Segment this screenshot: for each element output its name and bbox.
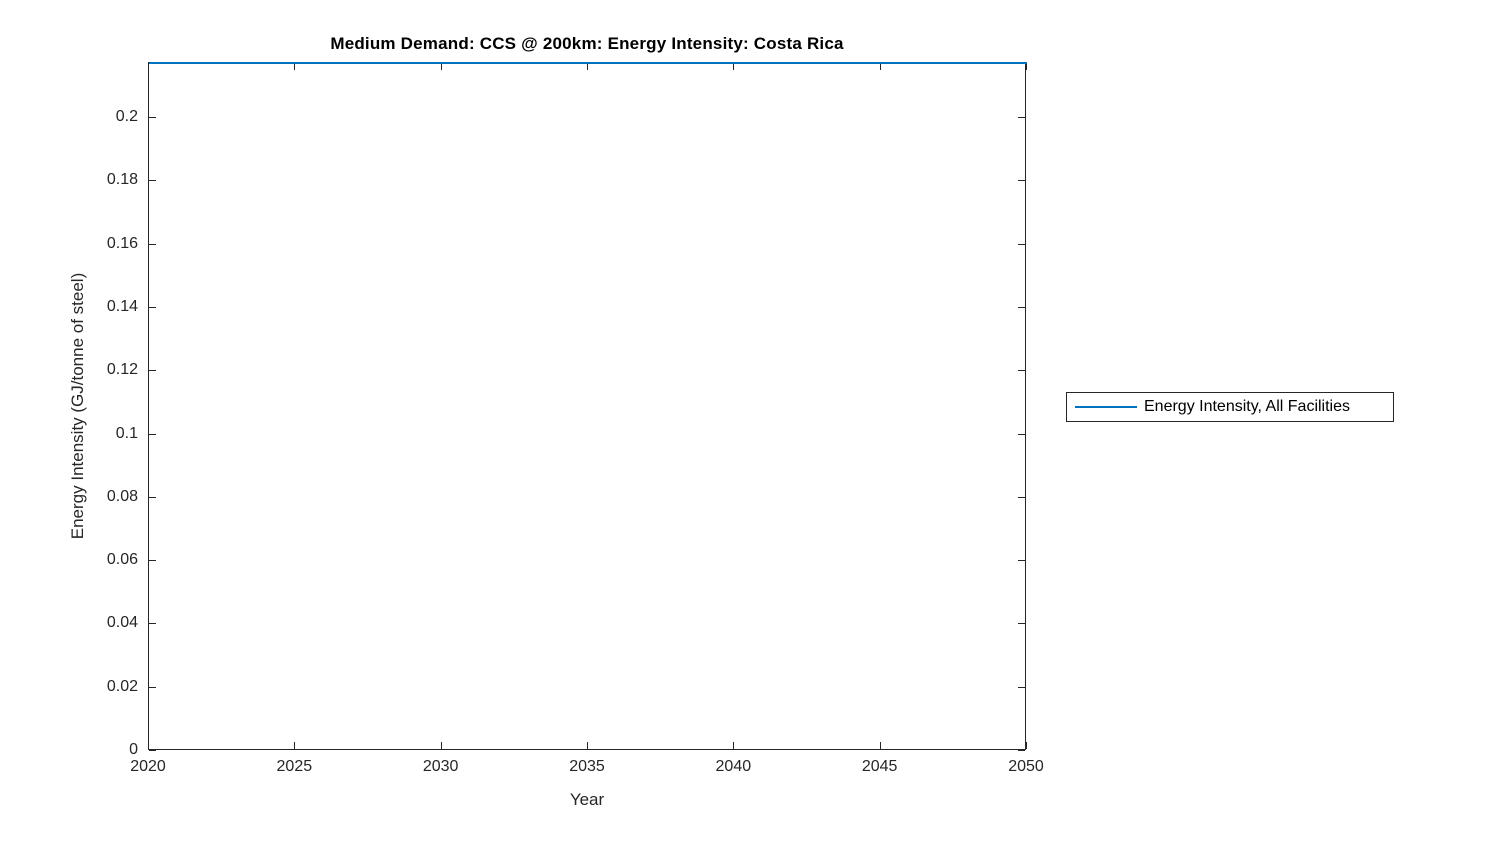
y-tick-label: 0.14 — [106, 297, 138, 315]
y-tick-label: 0.08 — [106, 487, 138, 505]
y-tick-mark-right — [1018, 560, 1025, 562]
x-tick-mark — [440, 742, 442, 749]
x-tick-mark — [1026, 742, 1027, 749]
x-tick-mark-top — [587, 63, 588, 70]
x-tick-mark-top — [879, 63, 881, 70]
y-tick-mark — [149, 433, 156, 435]
y-tick-mark-right — [1018, 750, 1025, 751]
x-tick-mark-top — [148, 63, 149, 70]
y-tick-label: 0.06 — [106, 551, 138, 569]
y-tick-mark-right — [1018, 686, 1025, 688]
y-tick-label: 0.04 — [106, 614, 138, 632]
x-tick-mark — [587, 742, 588, 749]
y-tick-label: 0.1 — [115, 424, 138, 442]
x-tick-label: 2040 — [715, 758, 752, 775]
x-tick-label: 2025 — [276, 758, 313, 775]
y-tick-mark-right — [1018, 117, 1025, 119]
legend-line-sample — [1075, 406, 1137, 408]
x-tick-mark-top — [440, 63, 442, 70]
y-axis-label: Energy Intensity (GJ/tonne of steel) — [68, 272, 87, 540]
x-tick-label: 2045 — [861, 758, 898, 775]
y-tick-mark — [149, 117, 156, 119]
y-tick-label: 0.2 — [115, 108, 138, 126]
x-tick-label: 2030 — [422, 758, 459, 775]
y-tick-mark — [149, 686, 156, 688]
y-tick-mark — [149, 370, 156, 372]
y-tick-label: 0.18 — [106, 171, 138, 189]
y-tick-mark-right — [1018, 370, 1025, 372]
data-line — [149, 62, 1027, 64]
x-tick-mark — [294, 742, 296, 749]
x-tick-mark-top — [1026, 63, 1027, 70]
x-tick-mark — [148, 742, 149, 749]
y-tick-mark-right — [1018, 180, 1025, 182]
y-tick-label: 0 — [129, 741, 138, 758]
y-tick-mark — [149, 180, 156, 182]
y-tick-label: 0.16 — [106, 234, 138, 252]
y-tick-mark — [149, 496, 156, 498]
y-tick-mark-right — [1018, 243, 1025, 245]
y-tick-mark — [149, 560, 156, 562]
chart-title: Medium Demand: CCS @ 200km: Energy Inten… — [330, 34, 844, 53]
y-tick-mark — [149, 750, 156, 751]
legend-entry-label: Energy Intensity, All Facilities — [1144, 398, 1351, 415]
y-tick-mark-right — [1018, 433, 1025, 435]
y-tick-mark — [149, 243, 156, 245]
x-tick-mark-top — [733, 63, 735, 70]
y-tick-label: 0.12 — [106, 361, 138, 379]
legend: Energy Intensity, All Facilities — [1066, 392, 1394, 422]
y-tick-mark-right — [1018, 306, 1025, 308]
y-tick-mark — [149, 306, 156, 308]
x-axis-label: Year — [569, 790, 605, 809]
x-tick-mark — [733, 742, 735, 749]
plot-area — [148, 62, 1027, 751]
x-tick-label: 2035 — [569, 758, 605, 775]
x-tick-mark-top — [294, 63, 296, 70]
y-tick-mark-right — [1018, 496, 1025, 498]
y-tick-mark — [149, 623, 156, 625]
x-tick-label: 2020 — [130, 758, 166, 775]
x-tick-label: 2050 — [1008, 758, 1044, 775]
x-tick-mark — [879, 742, 881, 749]
y-tick-mark-right — [1018, 623, 1025, 625]
y-tick-label: 0.02 — [106, 677, 138, 695]
